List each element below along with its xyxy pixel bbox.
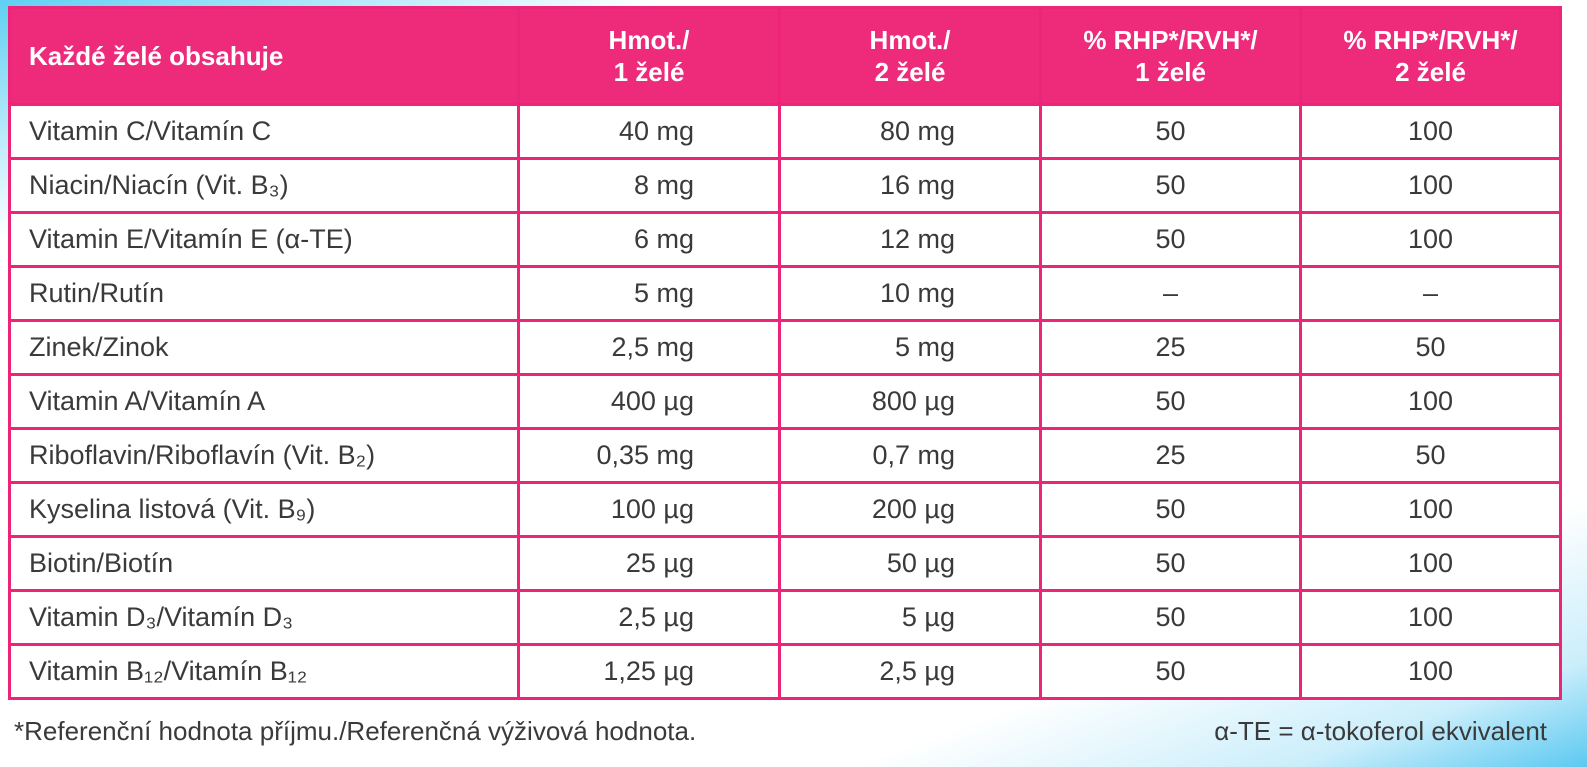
table-cell: 400 µg (517, 373, 781, 430)
table-cell: 1,25 µg (517, 643, 781, 700)
table-cell: 50 (1299, 427, 1562, 484)
header-row: Každé želé obsahuje Hmot./1 želé Hmot./2 ž… (8, 6, 1562, 106)
table-cell: Vitamin A/Vitamín A (8, 373, 520, 430)
table-cell: Vitamin C/Vitamín C (8, 103, 520, 160)
table-cell: 2,5 µg (778, 643, 1042, 700)
header-line: % RHP*/RVH*/ (1083, 25, 1258, 55)
table-cell: 5 µg (778, 589, 1042, 646)
header-cell: % RHP*/RVH*/2 želé (1299, 6, 1562, 106)
header-cell: % RHP*/RVH*/1 želé (1039, 6, 1302, 106)
table-cell: 2,5 mg (517, 319, 781, 376)
table-cell: 100 (1299, 373, 1562, 430)
table-cell: 100 (1299, 157, 1562, 214)
table-cell: 25 µg (517, 535, 781, 592)
header-cell: Hmot./2 želé (778, 6, 1042, 106)
table-row: Niacin/Niacín (Vit. B₃) 8 mg 16 mg 50 100 (8, 157, 1562, 214)
table-cell: Zinek/Zinok (8, 319, 520, 376)
table-cell: 40 mg (517, 103, 781, 160)
table-row: Vitamin E/Vitamín E (α-TE) 6 mg 12 mg 50 100 (8, 211, 1562, 268)
header-line: Hmot./ (869, 25, 951, 55)
table-row: Vitamin C/Vitamín C 40 mg 80 mg 50 100 (8, 103, 1562, 160)
table-cell: 12 mg (778, 211, 1042, 268)
header-cell: Každé želé obsahuje (8, 6, 520, 106)
header-line: % RHP*/RVH*/ (1343, 25, 1518, 55)
table-cell: 800 µg (778, 373, 1042, 430)
table-row: Kyselina listová (Vit. B₉) 100 µg 200 µg 50… (8, 481, 1562, 538)
header-cell: Hmot./1 želé (517, 6, 781, 106)
table-cell: 100 (1299, 643, 1562, 700)
table-cell: 50 µg (778, 535, 1042, 592)
table-cell: 5 mg (778, 319, 1042, 376)
table-header: Každé želé obsahuje Hmot./1 želé Hmot./2 ž… (8, 6, 1562, 106)
table-cell: Vitamin D₃/Vitamín D₃ (8, 589, 520, 646)
header-line: 1 želé (1135, 57, 1206, 87)
table-cell: Niacin/Niacín (Vit. B₃) (8, 157, 520, 214)
table-cell: 6 mg (517, 211, 781, 268)
table-cell: 50 (1039, 157, 1302, 214)
table-cell: 50 (1039, 643, 1302, 700)
table-cell: 50 (1039, 103, 1302, 160)
nutrition-table: Každé želé obsahuje Hmot./1 želé Hmot./2 ž… (8, 6, 1562, 700)
table-cell: 8 mg (517, 157, 781, 214)
table-cell: Rutin/Rutín (8, 265, 520, 322)
table-cell: 10 mg (778, 265, 1042, 322)
header-line: 1 želé (613, 57, 685, 87)
table-body: Vitamin C/Vitamín C 40 mg 80 mg 50 100 Niacin… (8, 103, 1562, 700)
table-cell: 0,35 mg (517, 427, 781, 484)
table-cell: Riboflavin/Riboflavín (Vit. B₂) (8, 427, 520, 484)
table-row: Vitamin B₁₂/Vitamín B₁₂ 1,25 µg 2,5 µg 50 10… (8, 643, 1562, 700)
header-line: Každé želé obsahuje (29, 41, 284, 71)
table-cell: 100 µg (517, 481, 781, 538)
footnote: *Referenční hodnota příjmu./Referenčná v… (14, 716, 697, 746)
table-cell: 100 (1299, 589, 1562, 646)
table-cell: 0,7 mg (778, 427, 1042, 484)
table-cell: 100 (1299, 211, 1562, 268)
table-cell: 200 µg (778, 481, 1042, 538)
table-cell: 100 (1299, 481, 1562, 538)
abbreviation-note: α-TE = α-tokoferol ekvivalent (1214, 716, 1547, 746)
table-cell: – (1039, 265, 1302, 322)
table-cell: 100 (1299, 103, 1562, 160)
table-cell: Biotin/Biotín (8, 535, 520, 592)
table-cell: 50 (1039, 373, 1302, 430)
header-line: 2 želé (1395, 57, 1466, 87)
table-cell: 5 mg (517, 265, 781, 322)
table-cell: 16 mg (778, 157, 1042, 214)
table-cell: Kyselina listová (Vit. B₉) (8, 481, 520, 538)
table-cell: 50 (1039, 481, 1302, 538)
table-row: Zinek/Zinok 2,5 mg 5 mg 25 50 (8, 319, 1562, 376)
table-cell: 50 (1039, 211, 1302, 268)
table-row: Biotin/Biotín 25 µg 50 µg 50 100 (8, 535, 1562, 592)
table-cell: 25 (1039, 319, 1302, 376)
table-cell: Vitamin B₁₂/Vitamín B₁₂ (8, 643, 520, 700)
table-row: Vitamin A/Vitamín A 400 µg 800 µg 50 100 (8, 373, 1562, 430)
table-row: Vitamin D₃/Vitamín D₃ 2,5 µg 5 µg 50 100 (8, 589, 1562, 646)
table-cell: 80 mg (778, 103, 1042, 160)
header-line: Hmot./ (608, 25, 690, 55)
table-cell: Vitamin E/Vitamín E (α-TE) (8, 211, 520, 268)
table-row: Riboflavin/Riboflavín (Vit. B₂) 0,35 mg 0,… (8, 427, 1562, 484)
table-cell: 50 (1039, 535, 1302, 592)
table-cell: 50 (1299, 319, 1562, 376)
table-cell: 25 (1039, 427, 1302, 484)
table-cell: 100 (1299, 535, 1562, 592)
table-cell: – (1299, 265, 1562, 322)
table-cell: 2,5 µg (517, 589, 781, 646)
table-cell: 50 (1039, 589, 1302, 646)
header-line: 2 želé (874, 57, 946, 87)
table-row: Rutin/Rutín 5 mg 10 mg – – (8, 265, 1562, 322)
